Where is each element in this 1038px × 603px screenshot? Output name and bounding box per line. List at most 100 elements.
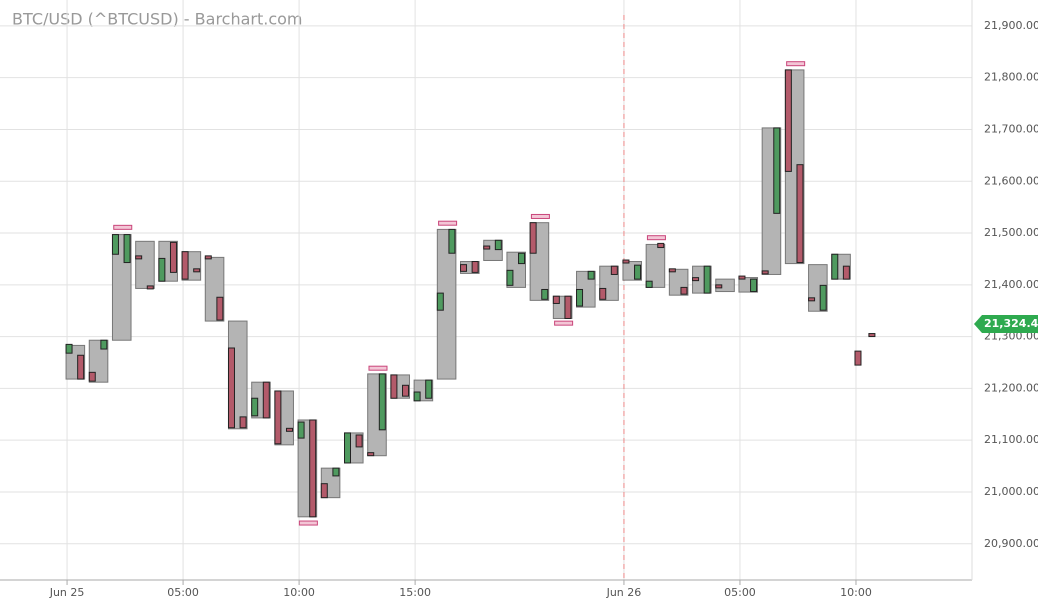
candle: [703, 265, 711, 294]
candle: [135, 255, 143, 260]
candle: [436, 292, 444, 311]
candle: [808, 297, 816, 302]
candle: [460, 264, 468, 272]
candle: [413, 391, 421, 402]
candle: [645, 280, 653, 288]
last-price-label: 21,324.41: [984, 317, 1038, 330]
candle: [854, 350, 862, 366]
candle: [204, 255, 212, 260]
range-box: [645, 243, 666, 288]
candle: [738, 275, 746, 280]
candle: [610, 265, 618, 275]
range-box: [135, 240, 155, 289]
candle: [285, 427, 293, 432]
candle: [146, 285, 154, 290]
x-tick-label: Jun 26: [606, 586, 642, 599]
y-tick-label: 21,900.00: [984, 19, 1038, 32]
x-tick-label: 05:00: [724, 586, 756, 599]
x-tick-label: Jun 25: [49, 586, 85, 599]
candle: [471, 261, 479, 273]
extreme-marker: [113, 224, 133, 230]
candle: [715, 284, 723, 289]
extreme-marker: [646, 235, 666, 241]
candle: [100, 339, 108, 350]
extreme-marker: [554, 320, 574, 326]
candle: [309, 419, 317, 518]
candle: [111, 234, 119, 255]
candle: [657, 242, 665, 249]
x-tick-label: 10:00: [840, 586, 872, 599]
candle: [576, 288, 584, 307]
candle: [448, 228, 456, 254]
range-box: [88, 339, 109, 383]
x-tick-label: 10:00: [283, 586, 315, 599]
candle: [65, 343, 73, 354]
candle: [216, 296, 224, 321]
x-tick-label: 05:00: [167, 586, 199, 599]
candle: [169, 241, 177, 273]
candle: [634, 264, 642, 280]
x-tick-label: 15:00: [399, 586, 431, 599]
candle: [506, 269, 514, 286]
y-tick-label: 21,600.00: [984, 174, 1038, 187]
extreme-marker: [530, 213, 550, 219]
candle: [622, 259, 630, 264]
candle: [494, 239, 502, 251]
candle: [868, 333, 876, 338]
candle: [529, 222, 537, 254]
candle: [77, 354, 85, 380]
extreme-marker: [298, 520, 318, 526]
candle: [274, 390, 282, 445]
candle: [320, 483, 328, 499]
candle: [181, 251, 189, 280]
candle: [518, 252, 526, 265]
candle: [819, 284, 827, 311]
candle: [784, 69, 792, 172]
candle: [390, 374, 398, 399]
y-tick-label: 20,900.00: [984, 537, 1038, 550]
candle: [564, 295, 572, 319]
candle: [425, 379, 433, 399]
candle: [262, 381, 270, 419]
candle: [552, 295, 560, 304]
candle: [831, 253, 839, 280]
candle: [88, 371, 96, 382]
candle: [158, 257, 166, 282]
y-tick-label: 21,200.00: [984, 381, 1038, 394]
candle: [239, 416, 247, 429]
candle: [367, 452, 375, 457]
y-tick-label: 21,500.00: [984, 226, 1038, 239]
candle: [796, 164, 804, 264]
y-tick-label: 21,700.00: [984, 122, 1038, 135]
last-price-tag: [974, 314, 1038, 333]
y-tick-label: 21,000.00: [984, 485, 1038, 498]
candle: [750, 278, 758, 293]
candle: [587, 270, 595, 280]
candle: [355, 434, 363, 448]
candle: [227, 347, 235, 429]
candle: [842, 265, 850, 280]
extreme-marker: [786, 61, 806, 67]
extreme-marker: [368, 365, 388, 371]
candle: [297, 421, 305, 439]
candle: [599, 287, 607, 300]
y-tick-label: 21,400.00: [984, 278, 1038, 291]
candle: [773, 127, 781, 214]
candle: [332, 467, 340, 477]
candle: [123, 234, 131, 264]
y-tick-label: 21,800.00: [984, 71, 1038, 84]
candle: [402, 384, 410, 397]
extreme-marker: [438, 220, 458, 226]
candle: [378, 373, 386, 431]
candle: [680, 286, 688, 295]
candle: [483, 245, 491, 250]
candle: [668, 268, 676, 273]
candle: [541, 288, 549, 300]
y-tick-label: 21,100.00: [984, 433, 1038, 446]
candle: [761, 270, 769, 275]
chart-title: BTC/USD (^BTCUSD) - Barchart.com: [12, 10, 303, 29]
candle: [251, 397, 259, 417]
candle: [344, 432, 352, 464]
